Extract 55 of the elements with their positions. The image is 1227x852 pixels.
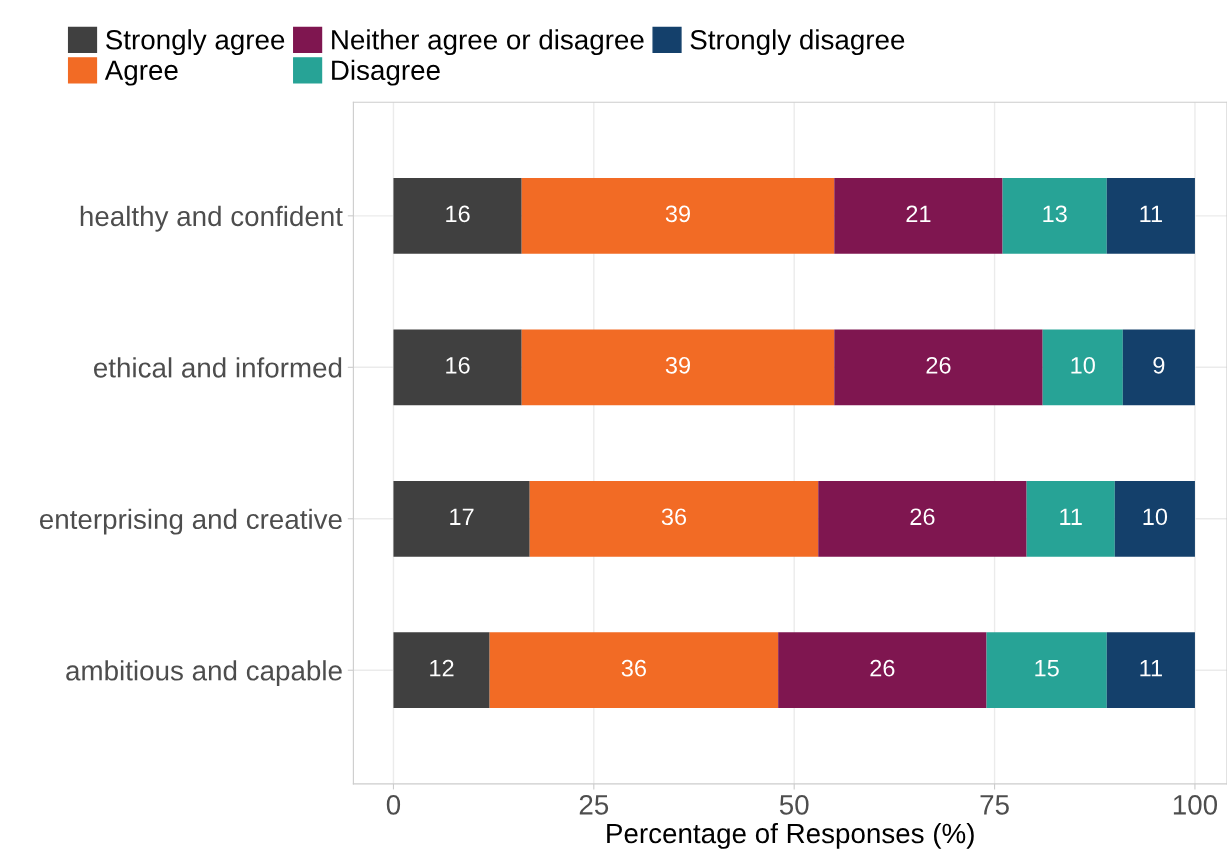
bar [1106,632,1195,709]
legend-label: Strongly agree [106,29,285,56]
bar [489,632,779,709]
bar [778,632,987,709]
bar [521,177,835,254]
data-label: 11 [1140,205,1162,222]
data-label: 12 [430,659,454,677]
x-tick-label: 25 [579,794,609,815]
x-tick-label: 0 [386,794,401,815]
data-label: 21 [906,205,931,222]
data-label: 39 [665,356,690,374]
data-label: 13 [1043,205,1067,223]
data-label: 10 [1071,356,1095,374]
bar [1002,177,1107,254]
data-label: 16 [446,205,470,223]
y-tick-label: healthy and confident [80,205,343,232]
bar [529,480,819,557]
bar [393,329,522,406]
bar [834,329,1043,406]
data-label: 10 [1143,508,1168,526]
bar [834,177,1003,254]
x-axis-title: Percentage of Responses (%) [607,822,974,849]
bar [1106,177,1195,254]
y-tick-label: enterprising and creative [39,508,342,535]
data-label: 26 [870,659,895,677]
bar [393,177,522,254]
data-label: 16 [446,356,470,374]
bar [393,480,530,557]
bar [1114,480,1195,557]
data-label: 36 [661,508,687,526]
data-label: 26 [926,356,951,374]
bar [393,632,490,709]
y-tick-label: ethical and informed [94,357,342,378]
bar [521,329,835,406]
bar [986,632,1107,709]
bar [818,480,1027,557]
x-tick-label: 100 [1173,794,1218,815]
bar [1122,329,1195,406]
data-label: 36 [621,659,646,677]
data-label: 26 [910,508,935,526]
data-label: 39 [665,205,690,223]
bar [1026,480,1115,557]
x-tick-label: 50 [779,794,809,815]
bar [1042,329,1123,406]
data-label: 11 [1140,660,1162,677]
legend-label: Disagree [332,59,440,86]
data-label: 11 [1060,508,1082,525]
legend-label: Neither agree or disagree [332,29,644,56]
legend-label: Agree [104,60,178,86]
x-tick-label: 75 [980,795,1009,815]
data-label: 9 [1153,356,1165,374]
y-tick-label: ambitious and capable [66,660,342,687]
legend-label: Strongly disagree [690,29,905,56]
data-label: 15 [1035,660,1059,677]
data-label: 17 [450,508,474,525]
